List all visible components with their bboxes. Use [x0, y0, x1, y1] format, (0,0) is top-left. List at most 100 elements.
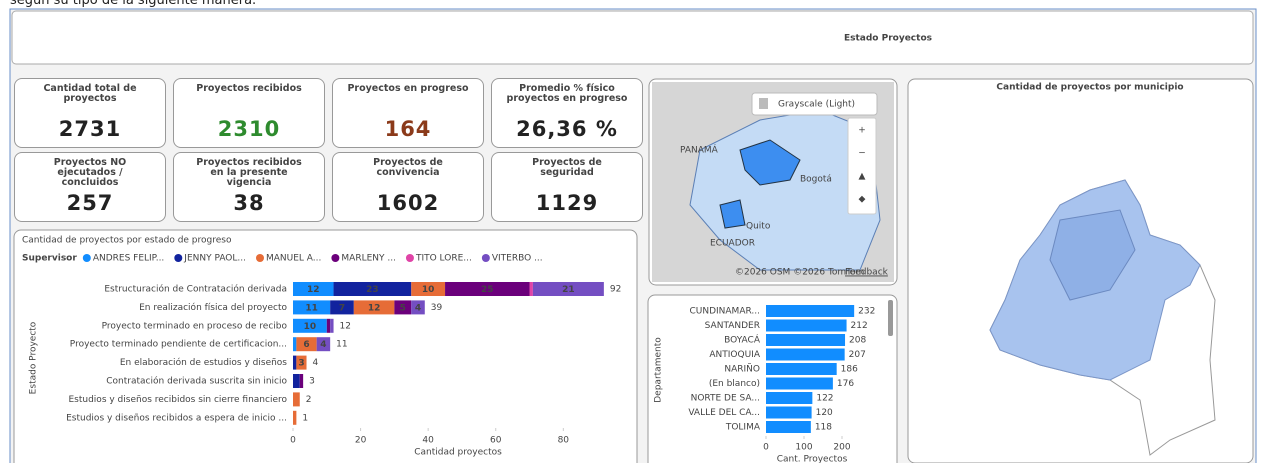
legend-swatch: [174, 254, 183, 262]
y-tick-label: CUNDINAMAR...: [689, 307, 760, 317]
kpi-value: 257: [66, 191, 114, 215]
bar-segment: [296, 355, 307, 370]
y-tick-label: Estructuración de Contratación derivada: [104, 284, 287, 295]
bar-segment: [394, 300, 412, 315]
legend-label: TITO LORE...: [415, 254, 472, 264]
segment-label: 4: [415, 303, 421, 313]
style-icon: [759, 98, 768, 109]
segment-label: 5: [400, 303, 406, 313]
total-label: 12: [340, 321, 351, 331]
kpi-card: Cantidad total de proyectos 2731: [14, 78, 166, 148]
total-label: 3: [309, 377, 315, 387]
kpi-value: 1129: [535, 191, 599, 215]
bar: [766, 305, 855, 317]
y-axis-label: Departamento: [654, 337, 664, 403]
legend-label: VITERBO ...: [492, 254, 543, 264]
bar: [766, 406, 812, 419]
kpi-card: Proyectos recibidos 2310: [173, 78, 325, 148]
segment-label: 21: [562, 285, 575, 295]
scrollbar[interactable]: [888, 300, 893, 336]
bar-segment: [326, 318, 331, 333]
segment-label: 10: [422, 285, 435, 295]
x-tick-label: 0: [763, 443, 769, 453]
x-axis-label: Cant. Proyectos: [777, 455, 848, 463]
total-label: 2: [306, 395, 312, 405]
legend-label: MARLENY ...: [341, 254, 396, 264]
total-label: 92: [610, 285, 621, 295]
segment-label: 11: [305, 303, 318, 313]
segment-label: 12: [307, 285, 320, 295]
total-label: 4: [313, 358, 319, 368]
bar-segment: [293, 355, 297, 370]
x-tick-label: 200: [833, 443, 850, 453]
total-label: 39: [431, 303, 443, 313]
chart-title: Cantidad de proyectos por estado de prog…: [22, 236, 232, 246]
kpi-label: Cantidad total de proyectos: [43, 83, 137, 104]
legend-label: ANDRES FELIP...: [93, 254, 164, 264]
map-place: ECUADOR: [710, 239, 755, 249]
kpi-value: 164: [384, 117, 432, 141]
bar-segment: [411, 300, 425, 315]
y-tick-label: (En blanco): [709, 379, 760, 389]
header: [11, 10, 1254, 65]
bar-segment: [532, 282, 604, 296]
kpi-card: Proyectos NO ejecutados / concluidos 257: [14, 152, 166, 222]
y-tick-label: ANTIOQUIA: [709, 350, 760, 360]
legend-swatch: [256, 254, 264, 262]
legend-swatch: [82, 254, 91, 262]
value-label: 232: [858, 307, 875, 317]
zoom-controls[interactable]: [847, 117, 877, 215]
kpi-card: Promedio % físico proyectos en progreso 2…: [491, 78, 643, 148]
kpi-card: Proyectos recibidos en la presente vigen…: [173, 152, 325, 222]
segment-label: 12: [368, 303, 381, 313]
kpi-card: Proyectos de seguridad 1129: [491, 152, 643, 222]
map-feedback[interactable]: Feedback: [845, 268, 889, 278]
kpi-value: 2731: [58, 117, 122, 141]
y-tick-label: En elaboración de estudios y diseños: [120, 357, 287, 368]
y-tick-label: NARIÑO: [724, 364, 760, 375]
municipio-regions: [1049, 209, 1136, 301]
bar: [766, 363, 837, 375]
segment-label: 3: [298, 359, 304, 369]
value-label: 118: [815, 423, 832, 433]
segment-label: 23: [366, 285, 379, 295]
segment-label: 7: [339, 303, 345, 313]
style-button[interactable]: [751, 92, 878, 116]
bar: [766, 421, 811, 433]
segment-label: 6: [303, 340, 309, 350]
legend-title: Supervisor: [22, 254, 77, 264]
bar-segment: [293, 282, 334, 296]
x-tick-label: 20: [355, 436, 367, 446]
style-label: Grayscale (Light): [778, 100, 855, 110]
legend-label: MANUEL A...: [266, 254, 321, 264]
bar: [766, 377, 833, 390]
municipio-map-title: Cantidad de proyectos por municipio: [996, 83, 1183, 93]
total-label: 11: [336, 340, 347, 350]
total-label: 1: [302, 413, 308, 423]
value-label: 120: [816, 408, 833, 418]
kpi-label: Promedio % físico proyectos en progreso: [506, 83, 628, 104]
map-region: [739, 139, 801, 186]
y-tick-label: Estudios y diseños recibidos a espera de…: [66, 413, 287, 423]
value-label: 212: [851, 321, 868, 331]
kpi-label: Proyectos NO ejecutados / concluidos: [53, 157, 127, 188]
bar-segment: [411, 282, 446, 296]
value-label: 176: [837, 379, 854, 389]
y-tick-label: Contratación derivada suscrita sin inici…: [106, 376, 287, 387]
legend-label: JENNY PAOL...: [183, 254, 246, 264]
bar: [766, 392, 813, 404]
kpi-card: Proyectos de convivencia 1602: [332, 152, 484, 222]
kpi-value: 1602: [376, 191, 440, 215]
map-region: [719, 199, 746, 229]
bar-segment: [293, 410, 297, 425]
map-control-icon: +: [858, 126, 866, 136]
x-tick-label: 60: [490, 436, 502, 446]
bar-segment: [293, 337, 297, 352]
bar-segment: [293, 318, 327, 333]
map-control-icon: ◆: [859, 195, 866, 205]
bar-segment: [529, 282, 533, 296]
value-label: 208: [849, 336, 866, 346]
y-tick-label: En realización física del proyecto: [139, 302, 287, 313]
y-tick-label: VALLE DEL CA...: [688, 408, 760, 418]
